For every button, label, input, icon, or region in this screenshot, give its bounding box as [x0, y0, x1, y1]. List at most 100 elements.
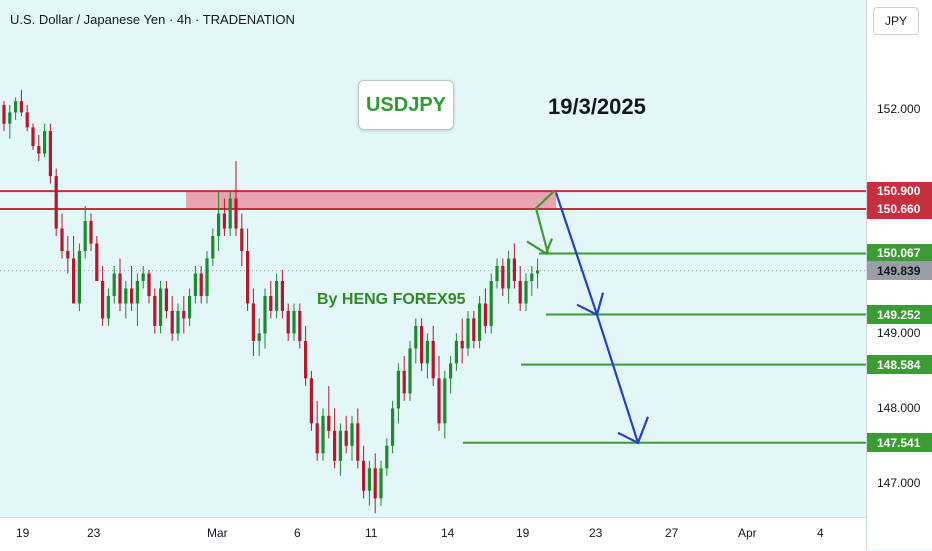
candle-bull — [77, 251, 81, 304]
date-annotation: 19/3/2025 — [548, 94, 646, 119]
candle-bull — [193, 273, 197, 296]
candle-bull — [524, 280, 528, 304]
candle-bull — [228, 198, 232, 229]
candle-bear — [420, 325, 424, 364]
candle-bear — [222, 213, 226, 229]
candle-bull — [338, 430, 342, 461]
candle-bear — [199, 273, 203, 296]
time-tick-label: 14 — [441, 526, 455, 540]
author-annotation: By HENG FOREX95 — [317, 291, 466, 308]
candle-bull — [367, 468, 371, 491]
time-tick-label: Mar — [207, 526, 228, 540]
candle-bull — [495, 265, 499, 281]
candle-bear — [269, 295, 273, 311]
candle-bull — [211, 236, 215, 259]
candle-bear — [118, 273, 122, 304]
candle-bear — [234, 198, 238, 229]
candle-bear — [431, 340, 435, 379]
candle-bear — [309, 378, 313, 424]
green-arrow-head — [526, 238, 554, 256]
candle-bear — [437, 378, 441, 424]
candle-bear — [48, 131, 52, 177]
price-tick-label: 147.000 — [877, 476, 921, 491]
candle-bear — [460, 340, 464, 349]
time-tick-label: 19 — [516, 526, 530, 540]
time-tick-label: 6 — [294, 526, 301, 540]
projection-arrow-path — [554, 192, 640, 444]
candle-bull — [489, 280, 493, 326]
candle-bear — [25, 112, 29, 128]
candle-bull — [188, 295, 192, 319]
candle-bear — [153, 295, 157, 326]
candle-bear — [286, 310, 290, 334]
candle-bull — [385, 445, 389, 469]
candle-bull — [379, 468, 383, 499]
symbol-label: USDJPY — [365, 93, 447, 116]
candle-bull — [14, 101, 18, 113]
candle-bear — [19, 101, 23, 113]
candle-bear — [501, 265, 505, 289]
candle-bear — [182, 310, 186, 319]
candle-bull — [443, 378, 447, 424]
currency-badge[interactable]: JPY — [873, 7, 919, 35]
candle-bear — [54, 176, 58, 229]
candle-bear — [130, 288, 134, 304]
candle-bear — [402, 370, 406, 394]
price-chart[interactable] — [0, 0, 866, 517]
time-tick-label: 23 — [87, 526, 101, 540]
time-tick-label: Apr — [738, 526, 757, 540]
candle-bull — [43, 131, 47, 154]
candle-bear — [31, 127, 35, 147]
candle-bull — [257, 333, 261, 341]
candle-bear — [304, 340, 308, 379]
time-tick-label: 23 — [589, 526, 603, 540]
candle-bear — [333, 430, 337, 461]
resistance-zone — [186, 191, 556, 210]
candle-bull — [217, 213, 221, 237]
candle-bull — [275, 280, 279, 311]
candle-bear — [147, 273, 151, 296]
candle-bull — [205, 258, 209, 296]
candle-bear — [95, 243, 99, 281]
price-tag-target: 147.541 — [867, 433, 932, 453]
candle-bull — [263, 295, 267, 334]
price-tick-label: 148.000 — [877, 401, 921, 416]
candle-bear — [356, 423, 360, 461]
candle-bear — [518, 280, 522, 304]
candle-bull — [106, 295, 110, 319]
candle-bull — [135, 280, 139, 304]
time-tick-label: 27 — [665, 526, 679, 540]
candle-bull — [176, 310, 180, 334]
candle-bear — [483, 303, 487, 326]
candle-bear — [512, 258, 516, 281]
candle-bull — [414, 325, 418, 349]
candle-bear — [101, 280, 105, 319]
candle-bull — [396, 370, 400, 409]
price-tag-target: 148.584 — [867, 355, 932, 375]
price-tick-label: 152.000 — [877, 101, 921, 116]
candle-bull — [449, 363, 453, 379]
time-tick-label: 4 — [817, 526, 824, 540]
candle-bear — [89, 221, 93, 244]
candle-bull — [530, 273, 534, 281]
price-tag-current: 149.839 — [867, 261, 932, 281]
candle-bear — [164, 288, 168, 311]
time-tick-label: 19 — [16, 526, 30, 540]
price-tag-target: 149.252 — [867, 305, 932, 325]
time-tick-label: 11 — [365, 526, 378, 540]
candle-bull — [124, 288, 128, 304]
candle-bear — [66, 251, 70, 259]
price-tag-resistance: 150.660 — [867, 199, 932, 219]
green-arrow-path — [534, 190, 555, 254]
candle-bear — [72, 258, 76, 304]
candle-bear — [373, 468, 377, 499]
candle-bull — [83, 221, 87, 252]
candle-bear — [362, 460, 366, 491]
candle-bull — [292, 310, 296, 334]
candle-bear — [170, 310, 174, 334]
candle-bull — [466, 318, 470, 349]
candle-bull — [391, 408, 395, 446]
chart-title: U.S. Dollar / Japanese Yen · 4h · TRADEN… — [10, 12, 295, 27]
candle-bear — [37, 146, 41, 154]
time-axis[interactable]: 19 23 Mar 6 11 14 19 23 27 Apr 4 — [0, 517, 866, 551]
